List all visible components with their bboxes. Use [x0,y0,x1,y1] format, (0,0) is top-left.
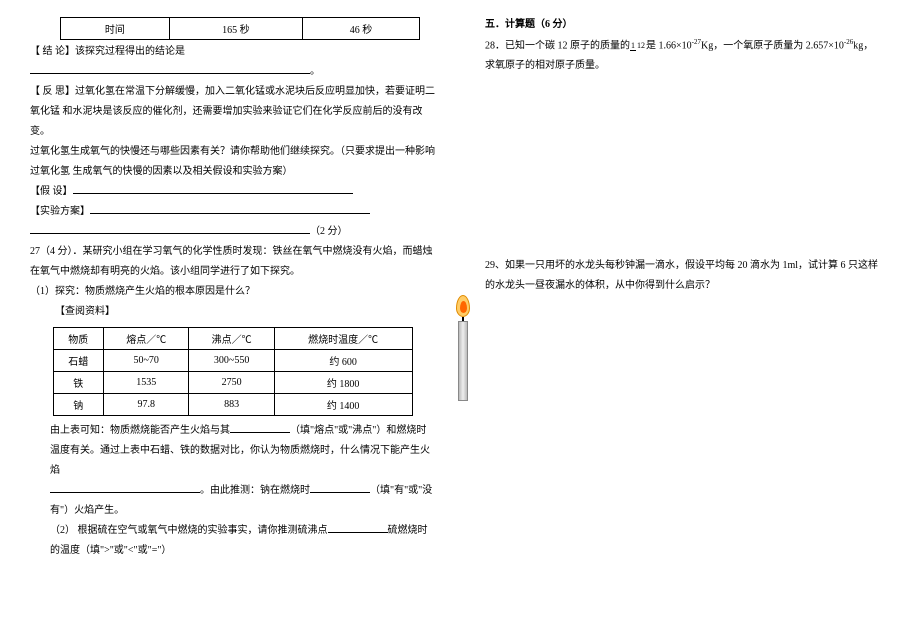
followup-question: 过氧化氢生成氧气的快慢还与哪些因素有关？请你帮助他们继续探究。（只要求提出一种影… [30,142,435,182]
plan-line-1: 【实验方案】 [30,202,435,222]
mat-cell: 50~70 [104,350,189,372]
q27-blank-4 [328,532,388,533]
mat-cell: 2750 [189,372,274,394]
conclusion-line: 【 结 论】该探究过程得出的结论是。 [30,42,435,82]
mat-head-0: 物质 [53,328,104,350]
q29-text: 29、如果一只用坏的水龙头每秒钟漏一滴水，假设平均每 20 滴水为 1ml，试计… [485,256,880,296]
q28-a: 28．已知一个碳 12 原子的质量的 [485,40,630,51]
mat-cell: 约 600 [274,350,412,372]
mat-cell: 约 1400 [274,394,412,416]
time-label: 时间 [61,18,170,40]
q27-analysis: 由上表可知：物质燃烧能否产生火焰与其（填"熔点"或"沸点"）和燃烧时温度有关。通… [50,421,435,481]
q27-blank-1 [230,432,290,433]
q27-ziliao-label: 【查阅资料】 [55,302,435,322]
table-row: 铁 1535 2750 约 1800 [53,372,412,394]
mat-head-1: 熔点／℃ [104,328,189,350]
mat-cell: 约 1800 [274,372,412,394]
mat-head-3: 燃烧时温度／℃ [274,328,412,350]
reflection-text: 【 反 思】过氧化氢在常温下分解缓慢，加入二氧化锰或水泥块后反应明显加快，若要证… [30,82,435,142]
time-val-2: 46 秒 [303,18,420,40]
conclusion-tail: 。 [310,66,320,77]
q27-sub2: （2） 根据硫在空气或氧气中燃烧的实验事实，请你推测硫沸点硫燃烧时的温度（填">… [50,521,435,561]
mat-cell: 883 [189,394,274,416]
mat-head-2: 沸点／℃ [189,328,274,350]
plan-label: 【实验方案】 [30,206,90,217]
q28-c: Kg，一个氧原子质量为 2.657×10 [701,40,844,51]
hypothesis-label: 【假 设】 [30,186,73,197]
q28-text: 28．已知一个碳 12 原子的质量的112是 1.66×10-27Kg，一个氧原… [485,35,880,76]
time-val-1: 165 秒 [169,18,302,40]
q27-text-a: 由上表可知：物质燃烧能否产生火焰与其 [50,425,230,436]
answer-space-28 [485,76,880,256]
hypothesis-blank [73,193,353,194]
mat-cell: 300~550 [189,350,274,372]
q27-blank-2 [50,492,200,493]
q27-analysis-2: 。由此推测：钠在燃烧时（填"有"或"没有"）火焰产生。 [50,481,435,521]
frac-bot: 12 [636,41,646,50]
q28-exp1: -27 [692,38,701,46]
q27-sub2-a: （2） 根据硫在空气或氧气中燃烧的实验事实，请你推测硫沸点 [50,525,328,536]
time-table: 时间 165 秒 46 秒 [60,17,420,40]
plan-blank-2 [30,233,310,234]
mat-cell: 钠 [53,394,104,416]
hypothesis-line: 【假 设】 [30,182,435,202]
q28-exp2: -26 [844,38,853,46]
plan-line-2: （2 分） [30,222,435,242]
fraction-1-12: 112 [630,42,646,50]
q27-text-c: 。由此推测：钠在燃烧时 [200,485,310,496]
mat-cell: 1535 [104,372,189,394]
conclusion-label: 【 结 论】该探究过程得出的结论是 [30,46,185,57]
q27-blank-3 [310,492,370,493]
section-5-title: 五．计算题（6 分） [485,15,880,35]
q27-intro: 27（4 分）．某研究小组在学习氧气的化学性质时发现：铁丝在氧气中燃烧没有火焰，… [30,242,435,282]
mat-cell: 铁 [53,372,104,394]
conclusion-blank [30,73,310,74]
table-row: 钠 97.8 883 约 1400 [53,394,412,416]
mat-cell: 石蜡 [53,350,104,372]
mat-cell: 97.8 [104,394,189,416]
table-row: 石蜡 50~70 300~550 约 600 [53,350,412,372]
plan-points: （2 分） [310,226,348,237]
q27-sub1: （1）探究：物质燃烧产生火焰的根本原因是什么？ [30,282,435,302]
plan-blank-1 [90,213,370,214]
q28-b: 是 1.66×10 [646,40,692,51]
material-table: 物质 熔点／℃ 沸点／℃ 燃烧时温度／℃ 石蜡 50~70 300~550 约 … [53,327,413,416]
